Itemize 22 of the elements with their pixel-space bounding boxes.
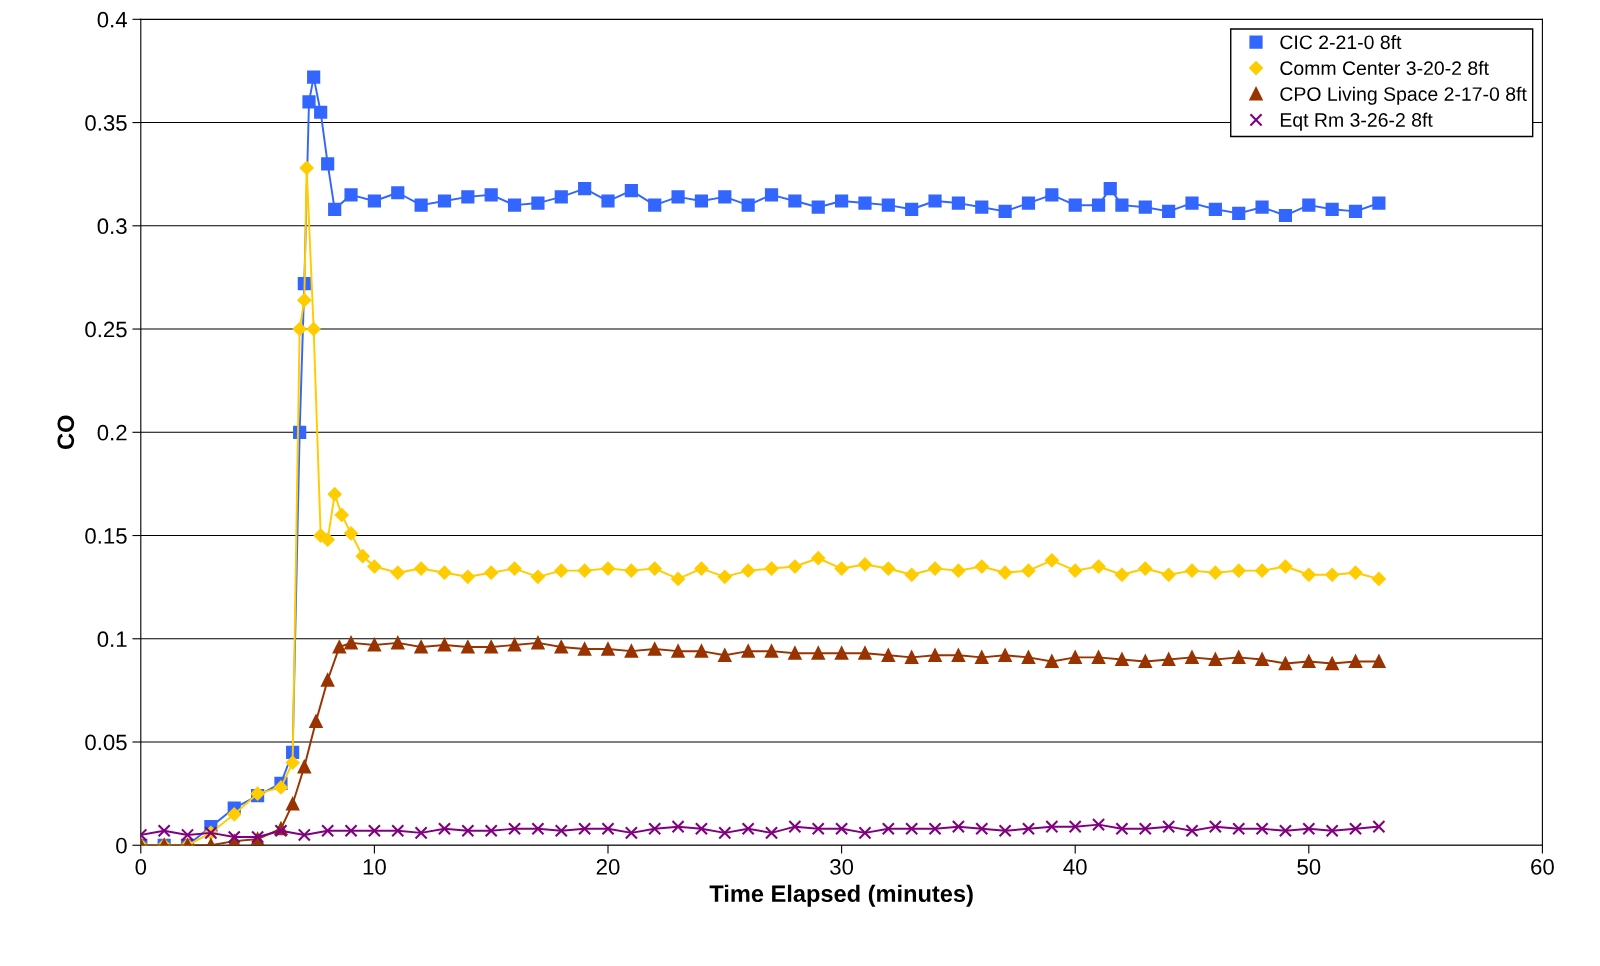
x-tick-label: 10 — [363, 859, 386, 875]
x-tick-label: 30 — [830, 859, 854, 875]
legend-label: Eqt Rm 3-26-2 8ft — [1280, 112, 1433, 131]
x-axis-title: Time Elapsed (minutes) — [709, 884, 973, 907]
y-tick-label: 0 — [116, 837, 127, 854]
y-tick-label: 0.1 — [97, 631, 127, 648]
x-tick-label: 0 — [135, 859, 147, 875]
y-tick-label: 0.2 — [97, 424, 127, 441]
legend-label: CIC 2-21-0 8ft — [1280, 34, 1402, 50]
y-tick-label: 0.25 — [85, 321, 127, 338]
y-tick-label: 0.35 — [85, 115, 127, 131]
y-tick-label: 0.3 — [97, 218, 127, 235]
x-tick-label: 50 — [1297, 859, 1321, 875]
y-tick-label: 0.05 — [85, 734, 127, 751]
x-tick-label: 60 — [1531, 859, 1554, 875]
y-tick-label: 0.4 — [97, 11, 127, 28]
legend-label: CPO Living Space 2-17-0 8ft — [1280, 86, 1527, 105]
legend-label: Comm Center 3-20-2 8ft — [1280, 60, 1489, 76]
y-tick-label: 0.15 — [85, 528, 127, 544]
y-axis-title: CO — [57, 415, 75, 450]
x-tick-label: 40 — [1063, 859, 1087, 875]
x-tick-label: 20 — [596, 859, 620, 875]
